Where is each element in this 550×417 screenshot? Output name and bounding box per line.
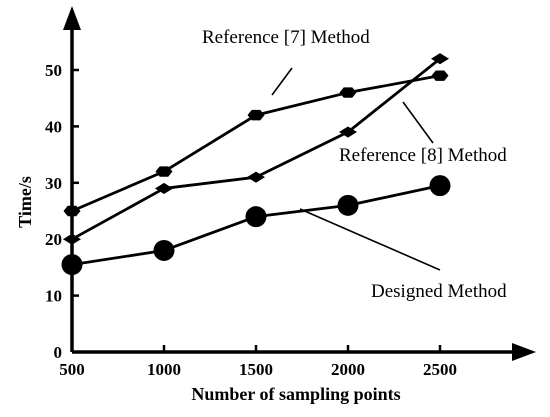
annotation-reference-8: Reference [8] Method — [339, 145, 507, 166]
data-point-circle — [337, 194, 359, 216]
data-point-circle — [61, 254, 83, 276]
annotation-reference-7: Reference [7] Method — [202, 27, 370, 48]
y-tick-label: 0 — [54, 343, 63, 362]
leader-reference-8 — [402, 101, 434, 144]
data-point-hexagon — [431, 70, 449, 81]
x-tick-label: 1000 — [147, 360, 181, 379]
data-point-circle — [245, 206, 267, 228]
data-point-hexagon — [155, 166, 173, 177]
y-tick-label: 10 — [45, 287, 62, 306]
x-axis-arrow — [512, 343, 536, 361]
data-point-hexagon — [247, 109, 265, 121]
annotations: Reference [7] Method Reference [8] Metho… — [202, 27, 507, 302]
x-axis-title: Number of sampling points — [191, 384, 400, 404]
x-tick-label: 2500 — [423, 360, 457, 379]
leader-designed — [299, 208, 441, 271]
y-tick-label: 40 — [45, 117, 62, 136]
y-tick-label: 20 — [45, 230, 62, 249]
data-point-circle — [429, 175, 451, 197]
y-tick-label: 50 — [45, 61, 62, 80]
y-tick-label: 30 — [45, 174, 62, 193]
x-tick-label: 500 — [59, 360, 85, 379]
leader-reference-7 — [271, 67, 293, 96]
data-point-diamond — [155, 182, 173, 195]
data-point-diamond — [247, 171, 265, 183]
series-line-1 — [71, 74, 441, 213]
y-axis-title: Time/s — [15, 176, 35, 228]
x-tick-label: 2000 — [331, 360, 365, 379]
data-point-hexagon — [339, 87, 357, 98]
data-point-diamond — [339, 126, 357, 138]
data-point-diamond — [431, 53, 449, 65]
annotation-leaders — [271, 67, 441, 271]
data-point-diamond — [63, 233, 81, 245]
data-point-circle — [153, 239, 175, 261]
series-markers — [61, 53, 451, 276]
x-tick-label: 1500 — [239, 360, 273, 379]
annotation-designed: Designed Method — [371, 281, 507, 302]
data-point-hexagon — [63, 205, 81, 217]
y-axis-arrow — [63, 6, 81, 30]
axis-ticks: 500 1000 1500 2000 2500 0 10 20 30 40 50 — [45, 61, 457, 379]
